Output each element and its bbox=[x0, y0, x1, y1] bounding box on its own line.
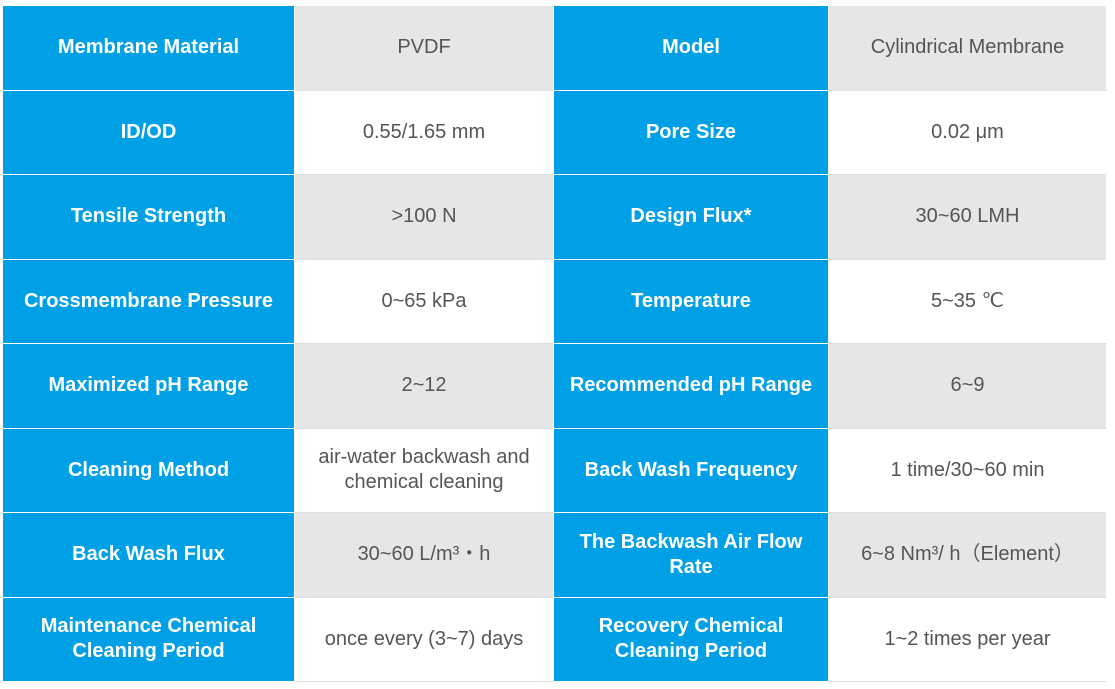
spec-label: The Backwash Air Flow Rate bbox=[554, 513, 829, 598]
spec-label: ID/OD bbox=[3, 90, 295, 175]
spec-value: 5~35 ℃ bbox=[829, 259, 1107, 344]
spec-value: 30~60 L/m³・h bbox=[295, 513, 554, 598]
spec-label: Maintenance Chemical Cleaning Period bbox=[3, 597, 295, 682]
spec-value: 1~2 times per year bbox=[829, 597, 1107, 682]
spec-value: 2~12 bbox=[295, 344, 554, 429]
spec-value: 30~60 LMH bbox=[829, 175, 1107, 260]
spec-label: Membrane Material bbox=[3, 6, 295, 91]
spec-value: 0~65 kPa bbox=[295, 259, 554, 344]
spec-value: PVDF bbox=[295, 6, 554, 91]
spec-label: Back Wash Flux bbox=[3, 513, 295, 598]
spec-label: Model bbox=[554, 6, 829, 91]
spec-label: Tensile Strength bbox=[3, 175, 295, 260]
spec-value: >100 N bbox=[295, 175, 554, 260]
spec-value: once every (3~7) days bbox=[295, 597, 554, 682]
spec-value: 0.55/1.65 mm bbox=[295, 90, 554, 175]
spec-value: 1 time/30~60 min bbox=[829, 428, 1107, 513]
spec-label: Design Flux* bbox=[554, 175, 829, 260]
spec-table: Membrane Material PVDF Model Cylindrical Me… bbox=[3, 6, 1107, 682]
spec-label: Crossmembrane Pressure bbox=[3, 259, 295, 344]
spec-value: 0.02 μm bbox=[829, 90, 1107, 175]
spec-label: Temperature bbox=[554, 259, 829, 344]
spec-label: Maximized pH Range bbox=[3, 344, 295, 429]
spec-value: air-water backwash and chemical cleaning bbox=[295, 428, 554, 513]
spec-value: Cylindrical Membrane bbox=[829, 6, 1107, 91]
spec-value: 6~9 bbox=[829, 344, 1107, 429]
spec-label: Recovery Chemical Cleaning Period bbox=[554, 597, 829, 682]
spec-label: Back Wash Frequency bbox=[554, 428, 829, 513]
spec-value: 6~8 Nm³/ h（Element） bbox=[829, 513, 1107, 598]
spec-label: Pore Size bbox=[554, 90, 829, 175]
spec-label: Cleaning Method bbox=[3, 428, 295, 513]
spec-label: Recommended pH Range bbox=[554, 344, 829, 429]
